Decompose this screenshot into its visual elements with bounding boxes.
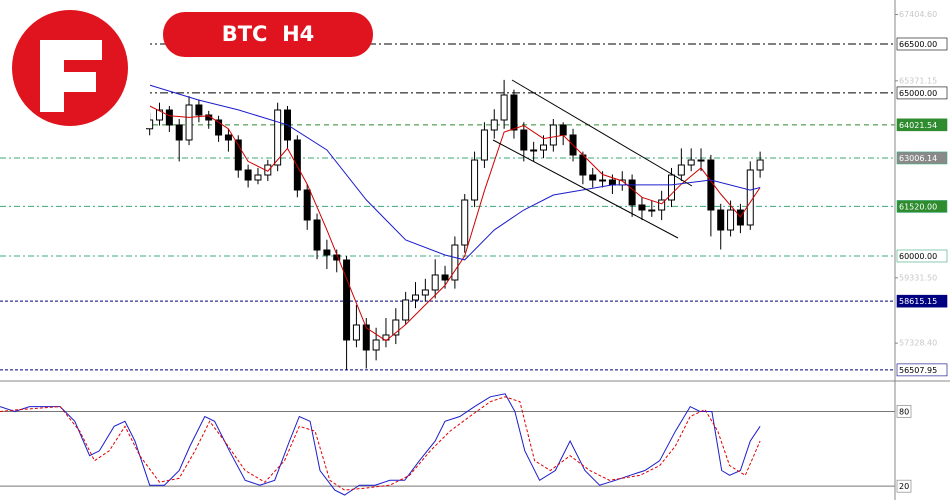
level-label-box [896,118,948,132]
candle-body [480,129,488,161]
candle-body [530,149,538,152]
y-tick-label: 65371.15 [899,76,937,85]
candle-body [372,339,380,351]
y-tick-label: 67404.60 [899,10,937,19]
candle-body [244,169,252,181]
level-label: 60000.00 [899,252,937,261]
channel-line [511,79,693,187]
candle-body [274,109,282,166]
moving-average [149,84,761,261]
candle-body [156,109,164,121]
candle-body [412,294,420,301]
candle-body [195,104,203,116]
candle-body [224,134,232,141]
candle-body [500,94,508,121]
candle-body [549,124,557,146]
candle-body [313,219,321,251]
candle-body [638,204,646,211]
candle-body [392,319,400,336]
level-label-box [896,86,948,100]
candle-body [323,249,331,256]
candle-body [303,189,311,221]
candle-body [421,289,429,296]
level-label-box [896,200,948,213]
candle-body [510,94,518,131]
stochastic-line [0,393,761,496]
candle-body [382,334,390,341]
level-label-box [896,37,948,51]
level-label: 66500.00 [899,40,937,49]
chart-title: BTC H4 [222,22,315,46]
candle-body [185,104,193,141]
candle-body [648,209,656,212]
candle-body [746,169,754,226]
candle-body [165,109,173,126]
level-label: 56507.95 [899,366,937,375]
candle-body [451,244,459,281]
candle-body [490,119,498,131]
candle-body [589,174,597,181]
candle-body [431,274,439,291]
candle-body [362,324,370,351]
y-tick-label: 57328.40 [899,339,937,348]
candle-body [677,164,685,176]
level-label: 65000.00 [899,89,937,98]
candle-body [293,139,301,191]
title-pill [163,12,373,57]
candle-body [697,159,705,162]
candle-body [175,124,183,141]
level-label-box [896,294,948,308]
y-tick-label: 59331.50 [899,273,937,282]
candle-body [234,139,242,171]
candle-body [215,119,223,136]
candle-body [461,199,469,246]
candle-body [667,174,675,201]
level-label: 63006.14 [899,154,937,163]
candle-body [343,259,351,341]
level-label: 64021.54 [899,121,937,130]
stochastic-line [0,396,761,491]
candle-body [628,179,636,206]
logo-f [40,40,102,112]
candle-body [539,144,547,151]
candle-body [756,159,764,171]
candle-body [608,179,616,186]
channel-line [492,139,679,239]
level-label: 58615.15 [899,297,937,306]
candle-body [471,159,479,201]
candle-body [402,299,410,321]
candle-body [717,209,725,231]
logo-circle [12,10,128,126]
candle-body [579,154,587,176]
candle-body [599,179,607,182]
level-label-box [896,363,948,377]
indicator-tick-label: 20 [899,482,909,491]
candle-body [352,324,360,341]
candle-body [727,209,735,231]
candle-body [254,174,262,181]
candle-body [687,159,695,166]
candle-body [441,274,449,281]
level-label-box [896,249,948,263]
candle-body [520,129,528,151]
candle-body [707,159,715,211]
candle-body [559,124,567,136]
indicator-label-box [896,479,912,493]
candle-body [658,199,666,211]
indicator-tick-label: 80 [899,407,909,416]
level-label-box [896,151,948,165]
level-label: 61520.00 [899,202,937,211]
indicator-label-box [896,405,912,418]
logo [12,10,128,126]
moving-average [149,105,761,342]
